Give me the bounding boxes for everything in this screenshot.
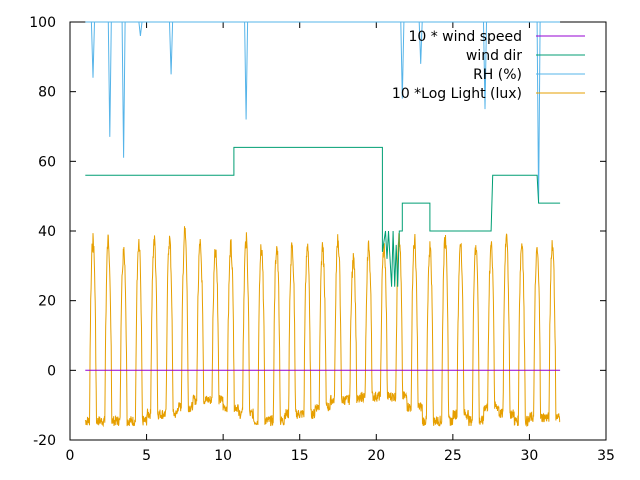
legend-label: wind dir bbox=[466, 48, 522, 64]
x-tick-label: 20 bbox=[367, 448, 385, 464]
x-tick-label: 35 bbox=[597, 448, 615, 464]
y-tick-label: 20 bbox=[38, 294, 56, 310]
x-tick-label: 0 bbox=[66, 448, 75, 464]
y-tick-label: 40 bbox=[38, 224, 56, 240]
series-line-1 bbox=[85, 146, 561, 287]
y-tick-label: 80 bbox=[38, 85, 56, 101]
y-tick-label: 0 bbox=[47, 363, 56, 379]
legend-label: 10 * wind speed bbox=[408, 29, 522, 45]
x-tick-label: 5 bbox=[142, 448, 151, 464]
y-tick-label: 100 bbox=[29, 15, 56, 31]
x-tick-label: 25 bbox=[444, 448, 462, 464]
legend-label: RH (%) bbox=[473, 67, 522, 83]
y-tick-label: 60 bbox=[38, 154, 56, 170]
x-tick-label: 15 bbox=[291, 448, 309, 464]
plot-border bbox=[69, 21, 607, 441]
legend-label: 10 *Log Light (lux) bbox=[392, 86, 522, 102]
x-tick-label: 10 bbox=[214, 448, 232, 464]
x-tick-label: 30 bbox=[521, 448, 539, 464]
series-line-3 bbox=[84, 226, 561, 428]
y-tick-label: -20 bbox=[33, 433, 56, 449]
